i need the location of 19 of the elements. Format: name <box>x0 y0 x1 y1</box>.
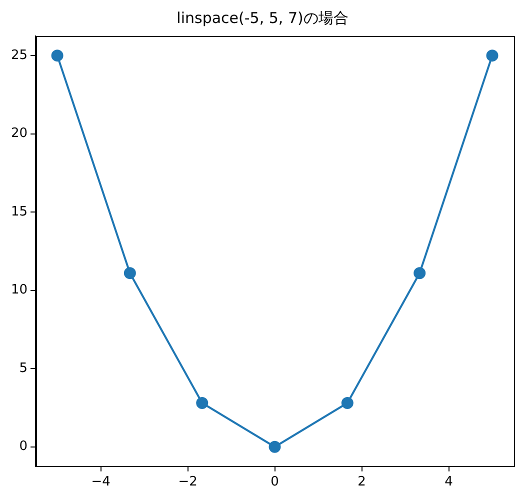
y-tick-label: 10 <box>10 282 28 298</box>
y-tick-label: 0 <box>19 439 28 454</box>
y-tick-label: 25 <box>10 48 28 63</box>
x-tick-label: 4 <box>444 474 453 490</box>
x-tick-label: −4 <box>91 474 110 490</box>
y-tick-label: 5 <box>19 360 28 376</box>
point <box>268 440 281 453</box>
point <box>486 50 498 62</box>
x-tick-label: 0 <box>270 474 279 490</box>
point <box>414 267 426 280</box>
x-tick-label: −2 <box>178 474 198 490</box>
x-tick-label: 2 <box>358 474 366 490</box>
y-tick-label: 15 <box>10 204 28 220</box>
point <box>341 397 354 410</box>
point <box>124 267 136 280</box>
point <box>51 50 64 62</box>
y-tick-label: 20 <box>10 126 28 142</box>
chart-title: linspace(-5, 5, 7)の場合 <box>176 8 348 27</box>
point <box>196 397 208 410</box>
